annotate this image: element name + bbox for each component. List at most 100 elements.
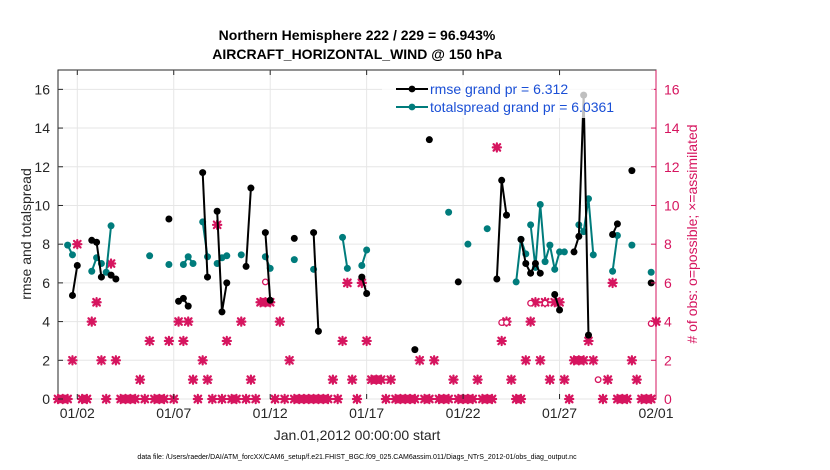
- obs-assimilated-x: [279, 393, 290, 405]
- obs-assimilated-marker: [621, 393, 633, 405]
- x-tick-label: 01/02: [60, 405, 95, 421]
- rmse-point: [358, 273, 366, 281]
- y-tick-label-right: 16: [664, 81, 680, 97]
- obs-assimilated-marker: [356, 277, 368, 289]
- obs-assimilated-marker: [284, 355, 295, 366]
- obs-assimilated-x: [544, 374, 556, 385]
- rmse-point: [290, 234, 298, 242]
- rmse-point: [527, 269, 535, 277]
- obs-assimilated-x: [375, 374, 387, 385]
- obs-assimilated-x: [250, 393, 261, 405]
- rmse-line: [201, 172, 209, 278]
- obs-assimilated-marker: [178, 335, 189, 347]
- obs-assimilated-marker: [631, 374, 642, 385]
- obs-assimilated-marker: [472, 374, 483, 385]
- obs-assimilated-marker: [144, 335, 155, 347]
- rmse-point: [556, 306, 564, 314]
- obs-assimilated-x: [424, 393, 435, 405]
- totalspread-point: [609, 267, 617, 275]
- obs-assimilated-x: [520, 355, 531, 366]
- totalspread-point: [343, 264, 351, 272]
- obs-assimilated-marker: [240, 393, 252, 405]
- obs-assimilated-x: [91, 297, 102, 308]
- legend-marker-totalspread: [408, 103, 416, 111]
- obs-assimilated-x: [380, 393, 392, 405]
- obs-assimilated-marker: [337, 335, 348, 347]
- rmse-point: [218, 308, 226, 316]
- x-tick-label: 01/17: [349, 405, 384, 421]
- obs-assimilated-x: [621, 393, 633, 405]
- legend-label-totalspread: totalspread grand pr = 6.0361: [430, 99, 614, 115]
- totalspread-point: [445, 208, 453, 216]
- legend-label-rmse: rmse grand pr = 6.312: [430, 81, 568, 97]
- obs-assimilated-x: [197, 355, 208, 366]
- obs-assimilated-marker: [187, 374, 199, 385]
- rmse-point: [107, 271, 115, 279]
- y-tick-label-right: 6: [664, 275, 672, 291]
- rmse-line: [264, 232, 272, 301]
- x-axis-label: Jan.01,2012 00:00:00 start: [274, 427, 441, 443]
- obs-assimilated-x: [202, 374, 213, 385]
- rmse-point: [179, 294, 187, 302]
- totalspread-point: [107, 222, 115, 230]
- obs-assimilated-x: [506, 374, 517, 385]
- obs-assimilated-marker: [525, 316, 536, 327]
- obs-assimilated-x: [81, 393, 93, 405]
- rmse-point: [425, 136, 433, 144]
- obs-assimilated-marker: [173, 316, 184, 327]
- obs-assimilated-marker: [67, 355, 78, 366]
- obs-assimilated-marker: [626, 355, 638, 366]
- y-tick-label-right: 4: [664, 314, 672, 330]
- obs-assimilated-x: [578, 355, 589, 366]
- obs-assimilated-marker: [163, 335, 175, 347]
- plot-area: [57, 69, 657, 400]
- totalspread-point: [339, 233, 347, 241]
- obs-assimilated-marker: [86, 316, 97, 327]
- totalspread-point: [68, 251, 76, 259]
- obs-assimilated-x: [134, 374, 146, 385]
- x-tick-label: 01/12: [253, 405, 288, 421]
- obs-assimilated-x: [105, 258, 117, 269]
- obs-assimilated-marker: [506, 374, 517, 385]
- obs-assimilated-x: [144, 335, 155, 347]
- rmse-point: [261, 229, 269, 237]
- totalspread-point: [512, 278, 520, 286]
- rmse-point: [628, 167, 636, 175]
- obs-assimilated-marker: [346, 374, 358, 385]
- rmse-point: [609, 231, 617, 238]
- obs-assimilated-marker: [602, 374, 613, 385]
- chart-title-line2: AIRCRAFT_HORIZONTAL_WIND @ 150 hPa: [212, 46, 502, 62]
- rmse-point: [570, 248, 578, 256]
- totalspread-point: [589, 251, 597, 259]
- obs-assimilated-x: [101, 393, 112, 405]
- obs-assimilated-marker: [607, 277, 618, 289]
- obs-assimilated-x: [515, 393, 527, 405]
- obs-assimilated-marker: [183, 316, 194, 327]
- obs-assimilated-marker: [269, 393, 281, 405]
- rmse-point: [454, 278, 462, 286]
- obs-assimilated-marker: [491, 142, 503, 153]
- obs-assimilated-x: [86, 316, 97, 327]
- legend: rmse grand pr = 6.312 totalspread grand …: [382, 76, 654, 118]
- obs-assimilated-x: [409, 393, 421, 405]
- obs-assimilated-x: [351, 393, 363, 405]
- obs-possible-marker: [541, 299, 549, 307]
- obs-assimilated-marker: [101, 393, 112, 405]
- y-tick-label-left: 0: [42, 391, 50, 407]
- totalspread-point: [165, 260, 173, 268]
- obs-assimilated-x: [597, 393, 609, 405]
- obs-assimilated-marker: [322, 393, 334, 405]
- obs-assimilated-marker: [530, 297, 541, 308]
- obs-assimilated-x: [428, 355, 440, 366]
- obs-assimilated-x: [327, 374, 339, 385]
- obs-possible-marker: [647, 320, 655, 327]
- y-axis-label-right: # of obs: o=possible; ×=assimilated: [684, 124, 700, 343]
- obs-assimilated-marker: [597, 393, 609, 405]
- obs-assimilated-marker: [332, 393, 343, 405]
- obs-assimilated-marker: [216, 393, 228, 405]
- obs-assimilated-x: [274, 316, 286, 327]
- obs-assimilated-x: [467, 393, 478, 405]
- totalspread-point: [184, 253, 192, 261]
- x-tick-label: 01/22: [446, 405, 481, 421]
- totalspread-point: [179, 260, 187, 268]
